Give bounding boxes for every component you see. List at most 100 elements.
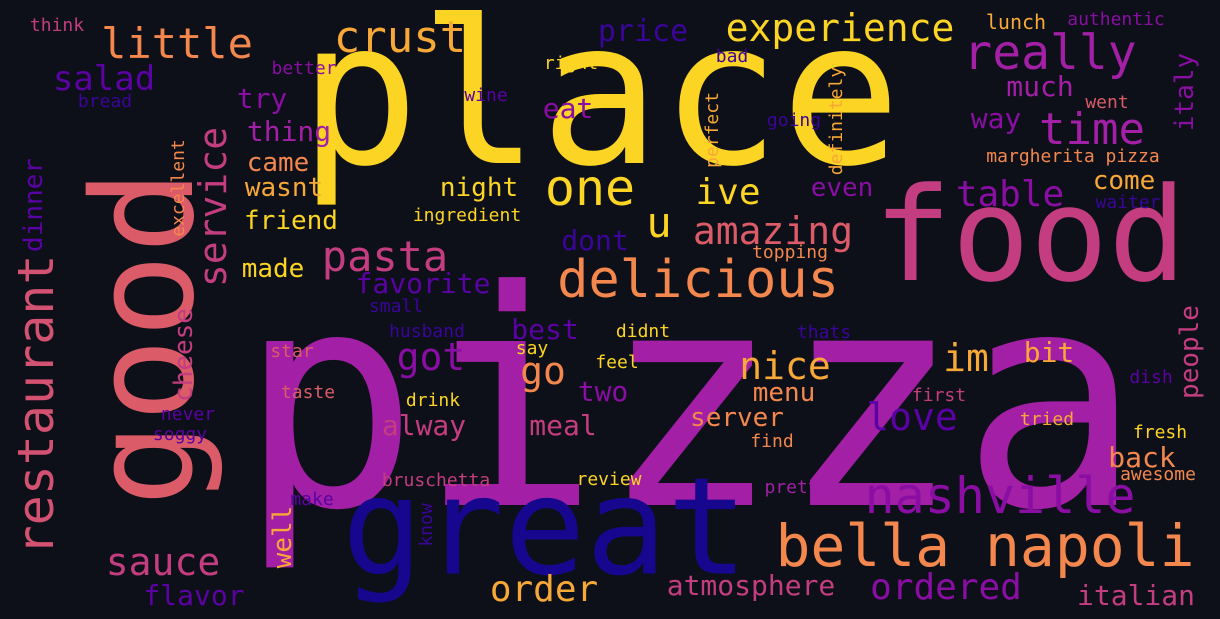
word-waiter: waiter <box>1095 192 1161 213</box>
word-nashville: nashville <box>864 467 1136 525</box>
word-topping: topping <box>752 242 828 263</box>
word-friend: friend <box>244 206 338 236</box>
word-experience: experience <box>725 6 955 50</box>
word-first: first <box>911 385 967 406</box>
word-service: service <box>191 126 235 288</box>
word-much: much <box>1006 70 1074 103</box>
word-review: review <box>576 469 642 490</box>
word-know: know <box>416 503 437 547</box>
word-excellent: excellent <box>168 139 189 237</box>
word-way: way <box>970 102 1022 135</box>
word-back: back <box>1108 441 1176 474</box>
word-great: great <box>341 448 749 606</box>
word-crust: crust <box>333 12 467 63</box>
word-wine: wine <box>464 85 508 106</box>
word-feel: feel <box>595 352 639 373</box>
word-find: find <box>750 431 794 452</box>
word-order: order <box>489 569 599 610</box>
word-nice: nice <box>739 344 831 388</box>
word-awesome: awesome <box>1120 464 1196 485</box>
word-flavor: flavor <box>143 579 245 612</box>
word-bread: bread <box>77 91 133 112</box>
word-didnt: didnt <box>615 321 671 342</box>
word-never: never <box>160 404 216 425</box>
word-restaurant: restaurant <box>7 254 65 556</box>
word-tried: tried <box>1019 409 1075 430</box>
word-bit: bit <box>1023 336 1075 369</box>
word-server: server <box>690 403 784 433</box>
word-definitely: definitely <box>826 66 847 176</box>
word-lunch: lunch <box>985 10 1047 34</box>
word-star: star <box>270 341 314 362</box>
word-dont: dont <box>561 224 629 257</box>
word-amazing: amazing <box>692 209 854 253</box>
word-love: love <box>866 395 958 439</box>
word-dish: dish <box>1129 367 1173 388</box>
word-thing: thing <box>246 115 332 148</box>
word-alway: alway <box>381 409 467 442</box>
word-delicious: delicious <box>557 250 839 310</box>
word-ive: ive <box>695 172 761 213</box>
word-meal: meal <box>529 409 597 442</box>
word-italy: italy <box>1170 52 1200 132</box>
word-salad: salad <box>52 59 156 99</box>
word-people: people <box>1175 305 1205 399</box>
word-dinner: dinner <box>19 158 49 252</box>
word-went: went <box>1085 92 1129 113</box>
word-time: time <box>1039 104 1145 155</box>
word-pasta: pasta <box>321 232 449 281</box>
word-atmosphere: atmosphere <box>666 569 836 602</box>
word-bella-napoli: bella napoli <box>775 512 1195 580</box>
word-bad: bad <box>715 46 749 67</box>
word-thats: thats <box>796 322 852 343</box>
word-best: best <box>511 313 579 346</box>
word-pizza: pizza <box>238 227 1142 576</box>
word-night: night <box>439 173 519 203</box>
word-margherita-pizza: margherita pizza <box>986 146 1160 167</box>
word-u: u <box>646 198 672 247</box>
word-better: better <box>271 58 337 79</box>
word-going: going <box>766 110 822 131</box>
word-made: made <box>241 254 305 284</box>
word-favorite: favorite <box>355 267 491 300</box>
word-fresh: fresh <box>1132 422 1188 443</box>
word-came: came <box>246 148 310 178</box>
word-authentic: authentic <box>1067 9 1165 30</box>
word-soggy: soggy <box>152 424 208 445</box>
word-think: think <box>29 15 85 36</box>
word-pretty: pretty <box>764 477 830 498</box>
word-well: well <box>268 505 298 569</box>
word-ordered: ordered <box>870 567 1022 608</box>
word-really: really <box>963 25 1137 81</box>
word-one: one <box>544 159 636 217</box>
word-place: place <box>298 0 902 211</box>
word-husband: husband <box>389 321 465 342</box>
word-right: right <box>543 53 599 74</box>
word-italian: italian <box>1076 579 1196 612</box>
word-drink: drink <box>405 390 461 411</box>
word-taste: taste <box>280 382 336 403</box>
word-say: say <box>515 338 549 359</box>
word-even: even <box>810 173 874 203</box>
word-come: come <box>1092 166 1156 196</box>
word-im: im <box>943 336 989 380</box>
word-price: price <box>597 14 689 49</box>
word-bruschetta: bruschetta <box>381 470 491 491</box>
word-cheese: cheese <box>169 308 199 402</box>
word-two: two <box>577 375 629 408</box>
word-small: small <box>368 296 424 317</box>
word-sauce: sauce <box>105 540 221 584</box>
word-make: make <box>290 489 334 510</box>
word-got: got <box>396 335 466 379</box>
word-perfect: perfect <box>702 92 723 168</box>
word-table: table <box>955 174 1065 215</box>
word-ingredient: ingredient <box>412 205 522 226</box>
word-menu: menu <box>752 378 816 408</box>
word-wasnt: wasnt <box>244 173 324 203</box>
word-eat: eat <box>542 92 594 125</box>
word-go: go <box>520 349 566 393</box>
word-try: try <box>236 82 288 115</box>
word-food: food <box>873 159 1187 311</box>
word-little: little <box>101 19 253 68</box>
